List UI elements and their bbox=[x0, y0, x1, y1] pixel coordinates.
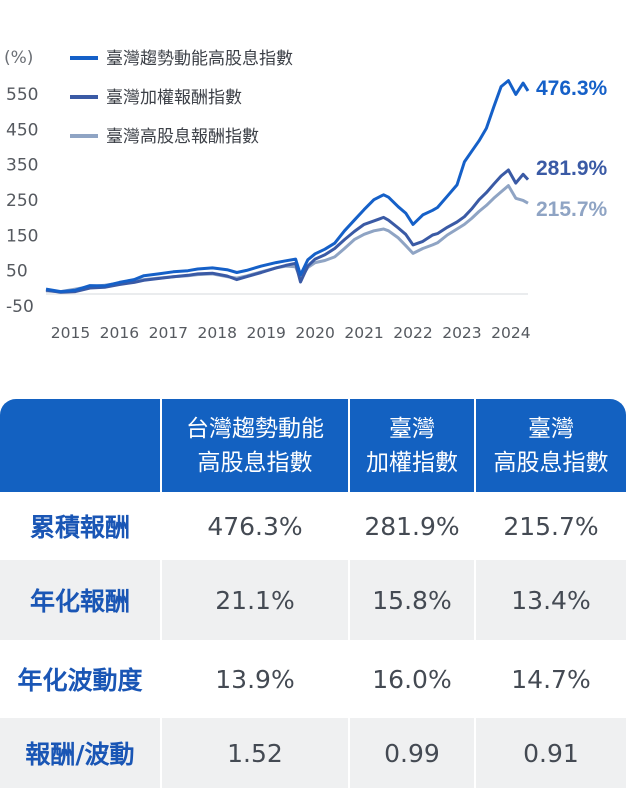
x-tick-label: 2017 bbox=[149, 324, 188, 342]
series-end-label: 215.7% bbox=[536, 198, 608, 221]
y-tick-label: 450 bbox=[6, 120, 38, 140]
table-cell: 281.9% bbox=[364, 511, 460, 541]
series-line bbox=[45, 184, 529, 294]
y-tick-label: 350 bbox=[6, 156, 38, 176]
y-tick-label: 150 bbox=[6, 226, 38, 246]
row-label: 累積報酬 bbox=[29, 513, 130, 542]
y-tick-label: -50 bbox=[6, 297, 34, 317]
column-divider bbox=[348, 399, 350, 788]
y-tick-label: 550 bbox=[6, 85, 38, 105]
performance-comparison-table: 台灣趨勢動能 高股息指數 臺灣 加權指數 臺灣 高股息指數 累積報酬 476.3% 2… bbox=[0, 399, 626, 788]
x-tick-label: 2021 bbox=[344, 324, 383, 342]
x-tick-label: 2024 bbox=[491, 324, 530, 342]
x-tick-label: 2023 bbox=[442, 324, 481, 342]
table-row: 累積報酬 476.3% 281.9% 215.7% bbox=[0, 492, 626, 560]
table-cell: 13.4% bbox=[511, 585, 591, 615]
x-tick-label: 2020 bbox=[295, 324, 334, 342]
column-divider bbox=[474, 399, 476, 788]
table-row: 年化報酬 21.1% 15.8% 13.4% bbox=[0, 560, 626, 640]
table-cell: 15.8% bbox=[372, 585, 452, 615]
table-header-empty bbox=[0, 399, 160, 492]
legend-label: 臺灣加權報酬指數 bbox=[106, 88, 242, 108]
table-cell: 21.1% bbox=[215, 585, 295, 615]
table-cell: 215.7% bbox=[503, 511, 599, 541]
series-end-label: 476.3% bbox=[536, 77, 608, 100]
x-tick-label: 2019 bbox=[246, 324, 285, 342]
table-header-taiex-return-index: 臺灣 加權指數 bbox=[350, 399, 474, 492]
column-divider bbox=[160, 399, 162, 788]
table-cell: 476.3% bbox=[207, 511, 303, 541]
x-tick-label: 2022 bbox=[393, 324, 432, 342]
x-tick-label: 2018 bbox=[198, 324, 237, 342]
series-line bbox=[45, 168, 530, 294]
series-line bbox=[45, 79, 530, 294]
cumulative-return-line-chart: (%) 550 450 350 250 150 50 -50 2015 2016 2017 201… bbox=[4, 48, 608, 342]
table-row: 年化波動度 13.9% 16.0% 14.7% bbox=[0, 640, 626, 718]
legend-label: 臺灣高股息報酬指數 bbox=[106, 127, 259, 147]
table-header-momentum-dividend-index: 台灣趨勢動能 高股息指數 bbox=[162, 399, 348, 492]
y-tick-label: 50 bbox=[6, 262, 28, 282]
row-label: 報酬/波動 bbox=[25, 740, 135, 769]
table-header-high-dividend-index: 臺灣 高股息指數 bbox=[476, 399, 626, 492]
table-cell: 1.52 bbox=[227, 738, 283, 768]
x-tick-label: 2016 bbox=[100, 324, 139, 342]
x-tick-label: 2015 bbox=[51, 324, 90, 342]
y-tick-label: 250 bbox=[6, 191, 38, 211]
table-cell: 14.7% bbox=[511, 664, 591, 694]
table-cell: 13.9% bbox=[215, 664, 295, 694]
table-cell: 16.0% bbox=[372, 664, 452, 694]
table-row: 報酬/波動 1.52 0.99 0.91 bbox=[0, 718, 626, 788]
series-end-label: 281.9% bbox=[536, 157, 608, 180]
row-label: 年化報酬 bbox=[29, 587, 130, 616]
table-cell: 0.91 bbox=[523, 738, 579, 768]
legend-label: 臺灣趨勢動能高股息指數 bbox=[106, 49, 293, 69]
y-axis-unit-label: (%) bbox=[4, 48, 33, 68]
row-label: 年化波動度 bbox=[17, 666, 143, 695]
table-cell: 0.99 bbox=[384, 738, 440, 768]
